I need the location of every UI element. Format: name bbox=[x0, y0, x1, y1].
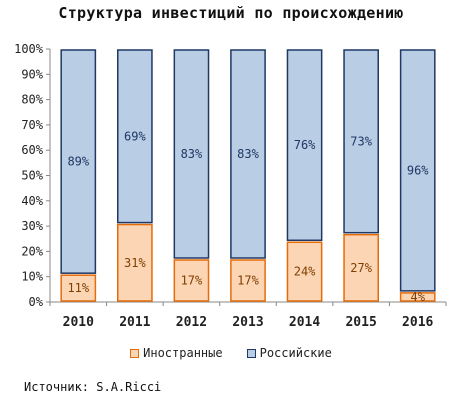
legend-swatch-russian bbox=[246, 348, 256, 358]
legend-item-russian: Российские bbox=[246, 346, 332, 360]
bar-segment-foreign bbox=[117, 223, 153, 302]
y-tick-label: 70% bbox=[21, 118, 43, 132]
y-tick-label: 90% bbox=[21, 67, 43, 81]
data-label: 83% bbox=[181, 147, 203, 161]
y-tick-label: 30% bbox=[21, 219, 43, 233]
y-tick-label: 80% bbox=[21, 93, 43, 107]
y-tick-label: 50% bbox=[21, 169, 43, 183]
source-note: Источник: S.A.Ricci bbox=[24, 380, 162, 394]
y-tick-label: 10% bbox=[21, 270, 43, 284]
y-tick-label: 0% bbox=[29, 295, 44, 309]
data-label: 83% bbox=[237, 147, 259, 161]
legend-swatch-foreign bbox=[130, 348, 140, 358]
data-label: 11% bbox=[67, 281, 89, 295]
x-tick-label: 2011 bbox=[119, 315, 150, 330]
legend-label-foreign: Иностранные bbox=[143, 346, 223, 360]
bar-segment-russian bbox=[343, 49, 379, 234]
x-tick-label: 2010 bbox=[63, 315, 94, 330]
bar-segment-russian bbox=[230, 49, 266, 259]
legend: Иностранные Российские bbox=[0, 346, 462, 360]
x-tick-label: 2016 bbox=[402, 315, 433, 330]
x-tick-label: 2014 bbox=[289, 315, 320, 330]
data-label: 31% bbox=[124, 256, 146, 270]
y-tick-label: 20% bbox=[21, 244, 43, 258]
data-label: 17% bbox=[181, 273, 203, 287]
data-label: 69% bbox=[124, 129, 146, 143]
bar-segment-foreign bbox=[343, 233, 379, 302]
y-tick-label: 60% bbox=[21, 143, 43, 157]
y-tick-label: 40% bbox=[21, 194, 43, 208]
data-label: 27% bbox=[350, 261, 372, 275]
bar-segment-russian bbox=[117, 49, 153, 224]
data-label: 24% bbox=[294, 265, 316, 279]
data-label: 89% bbox=[67, 155, 89, 169]
data-label: 4% bbox=[410, 290, 425, 304]
chart-title: Структура инвестиций по происхождению bbox=[58, 4, 404, 22]
bar-segment-foreign bbox=[173, 259, 210, 302]
data-label: 17% bbox=[237, 273, 259, 287]
bar-segment-foreign bbox=[399, 292, 436, 302]
legend-label-russian: Российские bbox=[259, 346, 332, 360]
bar-segment-foreign bbox=[286, 241, 323, 302]
bar-segment-russian bbox=[286, 49, 323, 242]
x-tick-label: 2013 bbox=[232, 315, 263, 330]
bar-segment-russian bbox=[60, 49, 97, 274]
legend-item-foreign: Иностранные bbox=[130, 346, 223, 360]
y-tick-label: 100% bbox=[14, 42, 44, 56]
x-tick-label: 2012 bbox=[176, 315, 207, 330]
x-tick-label: 2015 bbox=[345, 315, 376, 330]
data-label: 76% bbox=[294, 138, 316, 152]
data-label: 96% bbox=[407, 163, 429, 177]
bar-segment-russian bbox=[173, 49, 210, 259]
bar-segment-foreign bbox=[60, 274, 97, 302]
data-label: 73% bbox=[350, 134, 372, 148]
bar-segment-russian bbox=[399, 49, 436, 292]
bar-segment-foreign bbox=[230, 259, 266, 302]
